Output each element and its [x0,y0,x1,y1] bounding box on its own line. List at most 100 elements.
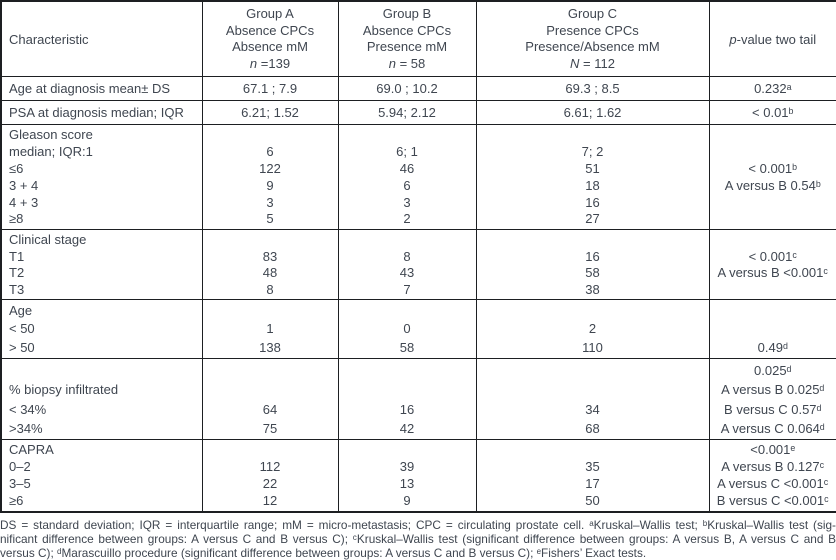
cell-line: 6; 1 [339,144,476,161]
cell-line: Absence CPCs [339,23,476,40]
cell-line: Group B [339,6,476,23]
cell-group-b: 69.0 ; 10.2 [338,77,476,101]
cell-line: 22 [203,476,338,493]
cell-line [477,232,709,248]
cell-line [339,302,476,320]
cell-line: 68 [477,419,709,438]
cell-line: Gleason score [9,127,198,144]
cell-label: Age< 50> 50 [1,299,202,358]
cell-line: < 0.001ᶜ [710,249,836,265]
pvalue-header-symbol: p [729,32,736,47]
group-c-n: N = 112 [477,56,709,73]
col-header-pvalue: p-value two tail [709,1,836,77]
cell-line: Presence mM [339,39,476,56]
cell-line: ≥8 [9,211,198,228]
cell-line: % biopsy infiltrated [9,380,198,399]
cell-line: B versus C 0.57ᵈ [710,400,836,419]
cell-line: 58 [339,339,476,357]
cell-line: 35 [477,459,709,476]
cell-line: 34 [477,400,709,419]
cell-line: 16 [477,249,709,265]
cell-line [9,361,198,380]
cell-line: A versus B <0.001ᶜ [710,265,836,281]
cell-line: A versus B 0.025ᵈ [710,380,836,399]
footnote-line: versus C); ᵈMarascuillo procedure (signi… [0,546,836,560]
cell-line: >34% [9,419,198,438]
cell-line: 13 [339,476,476,493]
cell-line [203,232,338,248]
cell-line: 38 [477,282,709,298]
cell-line [477,442,709,459]
cell-pvalue: < 0.01ᵇ [709,101,836,125]
cell-line [339,127,476,144]
cell-line: A versus C <0.001ᶜ [710,476,836,493]
table-footnote: DS = standard deviation; IQR = interquar… [0,518,836,560]
cell-line [203,380,338,399]
cell-line: 7 [339,282,476,298]
cell-line: Presence/Absence mM [477,39,709,56]
cell-line [710,211,836,228]
cell-line: Group C [477,6,709,23]
cell-line: ≤6 [9,161,198,178]
cell-line: T2 [9,265,198,281]
cell-line: 12 [203,493,338,510]
cell-line [339,380,476,399]
cell-line: 39 [339,459,476,476]
cell-group-a: 6.21; 1.52 [202,101,338,125]
cell-line: 9 [203,178,338,195]
cell-label: PSA at diagnosis median; IQR [1,101,202,125]
cell-line [710,302,836,320]
cell-line [710,144,836,161]
cell-line [203,361,338,380]
group-c-n-value: = 112 [579,56,615,71]
cell-line: CAPRA [9,442,198,459]
cell-line: 1 [203,320,338,338]
cell-line: 43 [339,265,476,281]
cell-line: A versus B 0.54ᵇ [710,178,836,195]
col-header-characteristic: Characteristic [1,1,202,77]
group-b-n: n = 58 [339,56,476,73]
cell-line [477,302,709,320]
cell-pvalue: 0.49ᵈ [709,299,836,358]
pvalue-header-text: -value two tail [737,32,816,47]
cell-line: ≥6 [9,493,198,510]
cell-line: 46 [339,161,476,178]
row-psa-at-diagnosis: PSA at diagnosis median; IQR 6.21; 1.52 … [1,101,836,125]
cell-group-c: 6.61; 1.62 [476,101,709,125]
cell-line: Clinical stage [9,232,198,248]
cell-line [710,282,836,298]
cell-line: Group A [203,6,338,23]
cell-line: 27 [477,211,709,228]
cell-line: median; IQR:1 [9,144,198,161]
cell-line: 3–5 [9,476,198,493]
cell-line: 8 [339,249,476,265]
cell-line: 9 [339,493,476,510]
cell-line: Absence mM [203,39,338,56]
cell-line: > 50 [9,339,198,357]
cell-label: Age at diagnosis mean± DS [1,77,202,101]
cell-line: 48 [203,265,338,281]
cell-line: < 50 [9,320,198,338]
cell-line: 110 [477,339,709,357]
cell-line: 0–2 [9,459,198,476]
